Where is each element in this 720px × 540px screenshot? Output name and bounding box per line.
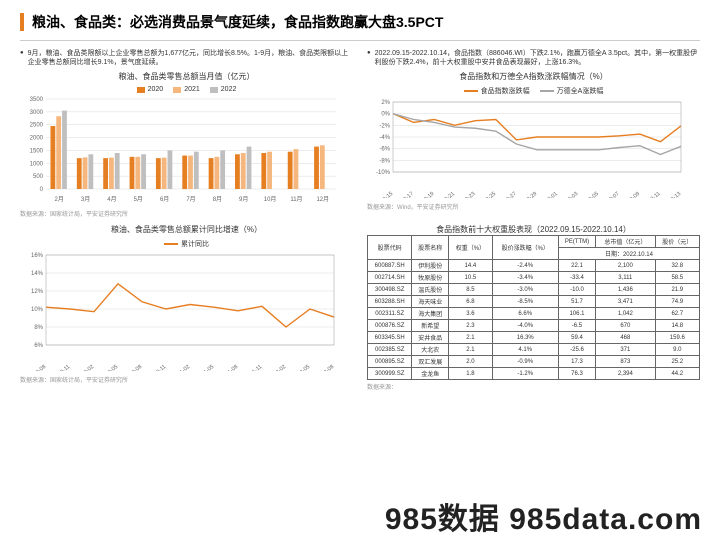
stock-table: 股票代码股票名称权重（%）股价涨跌幅（%）PE(TTM)总市值（亿元）股价（元）… (367, 235, 700, 380)
svg-text:2020-02: 2020-02 (76, 364, 95, 371)
svg-text:2021-02: 2021-02 (172, 364, 191, 371)
line2-chart: 6% 8% 10% 12% 14% 16% 2019-08 2019-11 2020-02 202… (20, 251, 340, 371)
svg-text:0: 0 (40, 187, 44, 193)
svg-text:10月: 10月 (264, 196, 277, 203)
svg-text:6%: 6% (34, 343, 43, 349)
svg-text:09-21: 09-21 (441, 191, 456, 198)
title-accent (20, 13, 24, 31)
svg-text:0%: 0% (381, 112, 390, 118)
divider (20, 40, 700, 41)
svg-text:3000: 3000 (30, 110, 44, 116)
svg-text:09-29: 09-29 (524, 191, 539, 198)
svg-text:3500: 3500 (30, 97, 44, 103)
svg-text:2019-08: 2019-08 (28, 364, 47, 371)
line1-legend: 食品指数涨跌幅 万德全A涨跌幅 (367, 86, 700, 96)
svg-text:2021-05: 2021-05 (196, 364, 215, 371)
svg-text:10-05: 10-05 (585, 191, 600, 198)
svg-text:2022-02: 2022-02 (268, 364, 287, 371)
svg-text:2021-11: 2021-11 (244, 364, 263, 371)
svg-text:09-19: 09-19 (421, 191, 436, 198)
cell-bottom-left: 粮油、食品类零售总额累计同比增速（%） 累计同比 6% 8% 10% 12% 14% 16… (20, 224, 353, 391)
svg-text:10-07: 10-07 (606, 191, 621, 198)
bullet-left: 9月，粮油、食品类限额以上企业零售总额为1,677亿元，同比增长8.5%。1-9… (20, 49, 353, 67)
svg-text:500: 500 (33, 174, 44, 180)
svg-text:09-23: 09-23 (462, 191, 477, 198)
bullet-right: 2022.09.15-2022.10.14，食品指数（886046.WI）下跌2… (367, 49, 700, 67)
svg-text:3月: 3月 (81, 196, 90, 203)
svg-text:6月: 6月 (160, 196, 169, 203)
bar-legend: 2020 2021 2022 (20, 86, 353, 93)
svg-text:-8%: -8% (379, 159, 390, 165)
cell-bottom-right: 食品指数前十大权重股表现（2022.09.15-2022.10.14） 股票代码… (367, 224, 700, 391)
svg-text:2月: 2月 (55, 196, 64, 203)
source-1: 数据来源：国家统计局，平安证券研究所 (20, 209, 353, 218)
svg-text:09-25: 09-25 (483, 191, 498, 198)
cell-top-left: 9月，粮油、食品类限额以上企业零售总额为1,677亿元，同比增长8.5%。1-9… (20, 49, 353, 218)
svg-text:8月: 8月 (213, 196, 222, 203)
svg-text:10-13: 10-13 (668, 191, 683, 198)
watermark-text: 985数据 985data.com (385, 494, 702, 538)
svg-text:12%: 12% (31, 289, 44, 295)
svg-text:10-11: 10-11 (647, 191, 661, 198)
svg-text:2022-05: 2022-05 (292, 364, 311, 371)
svg-text:1500: 1500 (30, 149, 44, 155)
svg-text:14%: 14% (31, 271, 44, 277)
line2-title: 粮油、食品类零售总额累计同比增速（%） (20, 224, 353, 235)
source-3: 数据来源： (367, 382, 700, 391)
svg-text:9月: 9月 (239, 196, 248, 203)
svg-text:5月: 5月 (134, 196, 143, 203)
bar-chart: 0 500 1000 1500 2000 2500 3000 3500 2月 3月 4月 5月 6月 7月… (20, 95, 340, 205)
svg-text:-4%: -4% (379, 135, 390, 141)
svg-text:2021-08: 2021-08 (220, 364, 239, 371)
svg-text:12月: 12月 (316, 196, 329, 203)
svg-text:2020-11: 2020-11 (148, 364, 167, 371)
line1-title: 食品指数和万德全A指数涨跌幅情况（%） (367, 71, 700, 82)
page-title: 粮油、食品类：必选消费品景气度延续，食品指数跑赢大盘3.5PCT (32, 12, 443, 32)
bar-chart-title: 粮油、食品类零售总额当月值（亿元） (20, 71, 353, 82)
svg-text:10-01: 10-01 (544, 191, 559, 198)
table-title: 食品指数前十大权重股表现（2022.09.15-2022.10.14） (367, 224, 700, 235)
svg-text:2020-05: 2020-05 (100, 364, 119, 371)
line1-chart: -10% -8% -6% -4% -2% 0% 2% 09-15 09-17 09-19 09-21… (367, 98, 687, 198)
svg-text:09-27: 09-27 (503, 191, 518, 198)
svg-text:10%: 10% (31, 307, 44, 313)
svg-text:8%: 8% (34, 325, 43, 331)
source-2: 数据来源：Wind，平安证券研究所 (367, 202, 700, 211)
svg-text:7月: 7月 (186, 196, 195, 203)
svg-text:1000: 1000 (30, 161, 44, 167)
svg-text:2500: 2500 (30, 123, 44, 129)
cell-top-right: 2022.09.15-2022.10.14，食品指数（886046.WI）下跌2… (367, 49, 700, 218)
svg-text:4月: 4月 (107, 196, 116, 203)
svg-text:2020-08: 2020-08 (124, 364, 143, 371)
svg-text:11月: 11月 (290, 196, 302, 203)
line2-legend: 累计同比 (20, 239, 353, 249)
svg-text:-2%: -2% (379, 124, 390, 130)
source-1b: 数据来源：国家统计局，平安证券研究所 (20, 375, 353, 384)
svg-text:09-17: 09-17 (400, 191, 415, 198)
svg-text:10-09: 10-09 (627, 191, 642, 198)
svg-text:-6%: -6% (379, 147, 390, 153)
svg-text:2%: 2% (381, 100, 390, 106)
svg-text:2022-08: 2022-08 (316, 364, 335, 371)
svg-text:10-03: 10-03 (565, 191, 580, 198)
svg-text:16%: 16% (31, 253, 44, 259)
svg-text:-10%: -10% (376, 170, 391, 176)
svg-text:2000: 2000 (30, 136, 44, 142)
svg-text:09-15: 09-15 (380, 191, 395, 198)
svg-text:2019-11: 2019-11 (52, 364, 71, 371)
